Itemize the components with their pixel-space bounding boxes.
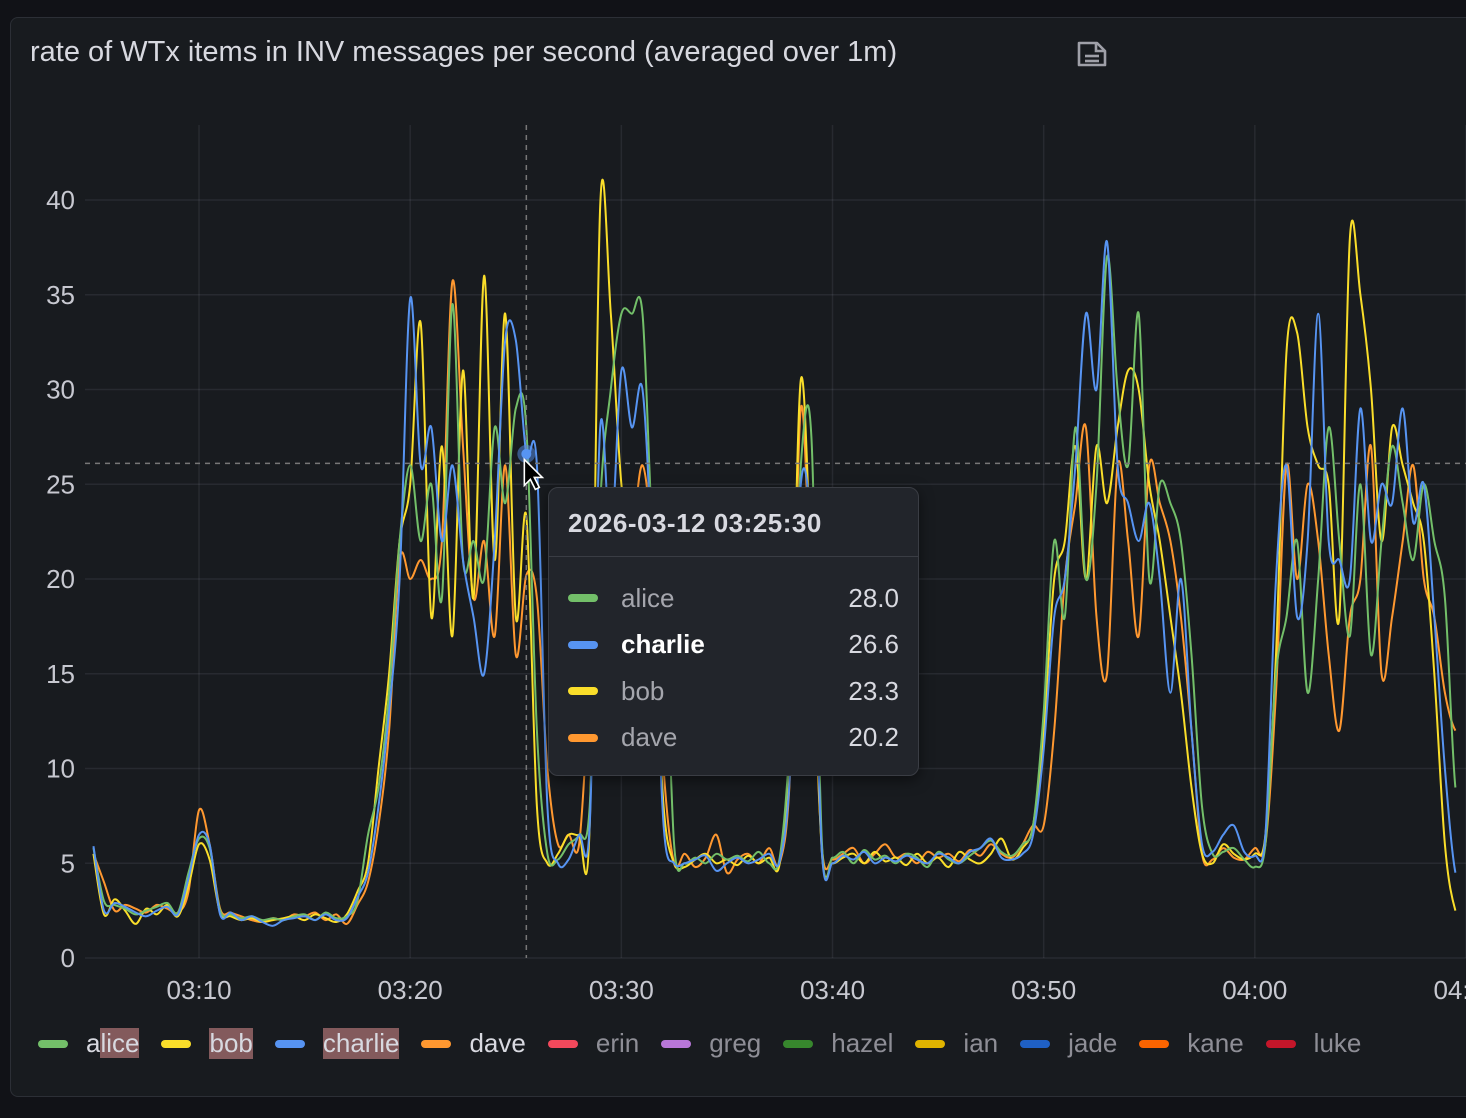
legend-swatch (1020, 1039, 1051, 1048)
x-tick-label: 03:50 (1011, 975, 1076, 1005)
tooltip-row-alice: alice 28.0 (568, 578, 899, 618)
legend-swatch (38, 1039, 68, 1048)
series-swatch (568, 733, 598, 742)
legend-swatch (1139, 1039, 1170, 1048)
y-tick-label: 15 (46, 659, 75, 689)
series-swatch (568, 687, 598, 695)
legend-item-bob[interactable]: bob (161, 1028, 253, 1059)
legend-item-alice[interactable]: alice (38, 1028, 140, 1059)
tooltip-row-dave: dave 20.2 (568, 718, 899, 758)
legend-swatch (547, 1039, 578, 1048)
tooltip-series-name: alice (621, 582, 675, 613)
crosshair (85, 125, 1466, 958)
hover-point (521, 448, 532, 459)
legend-swatch (915, 1039, 946, 1048)
tooltip-time: 2026-03-12 03:25:30 (568, 508, 822, 538)
panel-title[interactable]: rate of WTx items in INV messages per se… (30, 36, 898, 68)
y-tick-label: 25 (46, 469, 75, 499)
legend-swatch (1265, 1039, 1296, 1048)
x-tick-label: 03:10 (166, 975, 231, 1005)
legend-label: luke (1313, 1028, 1362, 1058)
legend-label: alice (86, 1028, 140, 1058)
series-swatch (568, 594, 598, 602)
tooltip-row-charlie: charlie 26.6 (568, 625, 899, 665)
legend-item-kane[interactable]: kane (1139, 1028, 1244, 1059)
legend-item-hazel[interactable]: hazel (783, 1028, 893, 1059)
series-swatch (568, 640, 598, 649)
tooltip-value: 23.3 (848, 675, 899, 706)
legend-swatch (421, 1039, 452, 1048)
x-tick-label: 04:10 (1433, 975, 1466, 1005)
tooltip: 2026-03-12 03:25:30 alice 28.0 charlie 26.6… (548, 487, 919, 776)
x-tick-label: 04:00 (1222, 975, 1287, 1005)
tooltip-value: 28.0 (848, 582, 899, 613)
legend-label: bob (209, 1028, 253, 1059)
legend: alice bob charlie dave erin greg hazel ian jade k… (38, 1028, 1383, 1059)
mouse-cursor-icon (523, 457, 545, 491)
tooltip-value: 20.2 (848, 722, 899, 752)
legend-label: dave (469, 1028, 526, 1058)
legend-item-jade[interactable]: jade (1020, 1028, 1117, 1059)
tooltip-series-name: charlie (621, 629, 705, 659)
legend-item-ian[interactable]: ian (915, 1028, 998, 1059)
tooltip-divider (549, 556, 918, 557)
legend-swatch (274, 1039, 305, 1048)
legend-label: charlie (322, 1028, 400, 1059)
y-tick-label: 30 (46, 375, 75, 405)
y-tick-label: 0 (61, 943, 75, 973)
legend-label: ian (963, 1028, 999, 1058)
y-tick-label: 10 (46, 754, 75, 784)
description-doc-icon[interactable] (1076, 40, 1108, 68)
y-axis: 0 5 10 15 20 25 30 35 40 (46, 185, 75, 973)
legend-label: hazel (831, 1028, 894, 1058)
legend-item-dave[interactable]: dave (421, 1028, 526, 1059)
legend-label: greg (709, 1028, 762, 1058)
series-line-charlie[interactable] (92, 240, 1457, 927)
y-tick-label: 40 (46, 185, 75, 215)
y-tick-label: 20 (46, 564, 75, 594)
legend-swatch (161, 1039, 192, 1048)
tooltip-value: 26.6 (848, 629, 899, 659)
x-tick-label: 03:20 (378, 975, 443, 1005)
tooltip-series-name: dave (621, 722, 678, 752)
tooltip-row-bob: bob 23.3 (568, 671, 899, 711)
x-tick-label: 03:40 (800, 975, 865, 1005)
legend-swatch (661, 1039, 692, 1048)
tooltip-series-name: bob (621, 675, 665, 706)
x-tick-label: 03:30 (589, 975, 654, 1005)
series-line-bob[interactable] (92, 178, 1457, 925)
legend-swatch (783, 1039, 814, 1048)
legend-item-charlie[interactable]: charlie (274, 1028, 400, 1059)
x-axis: 03:10 03:20 03:30 03:40 03:50 04:00 04:10 (166, 975, 1466, 1005)
legend-item-greg[interactable]: greg (661, 1028, 761, 1059)
legend-label: erin (595, 1028, 640, 1058)
y-tick-label: 35 (46, 280, 75, 310)
legend-item-luke[interactable]: luke (1265, 1028, 1362, 1059)
legend-label: kane (1187, 1028, 1244, 1058)
legend-label: jade (1068, 1028, 1118, 1058)
y-tick-label: 5 (61, 848, 75, 878)
legend-item-erin[interactable]: erin (547, 1028, 640, 1059)
